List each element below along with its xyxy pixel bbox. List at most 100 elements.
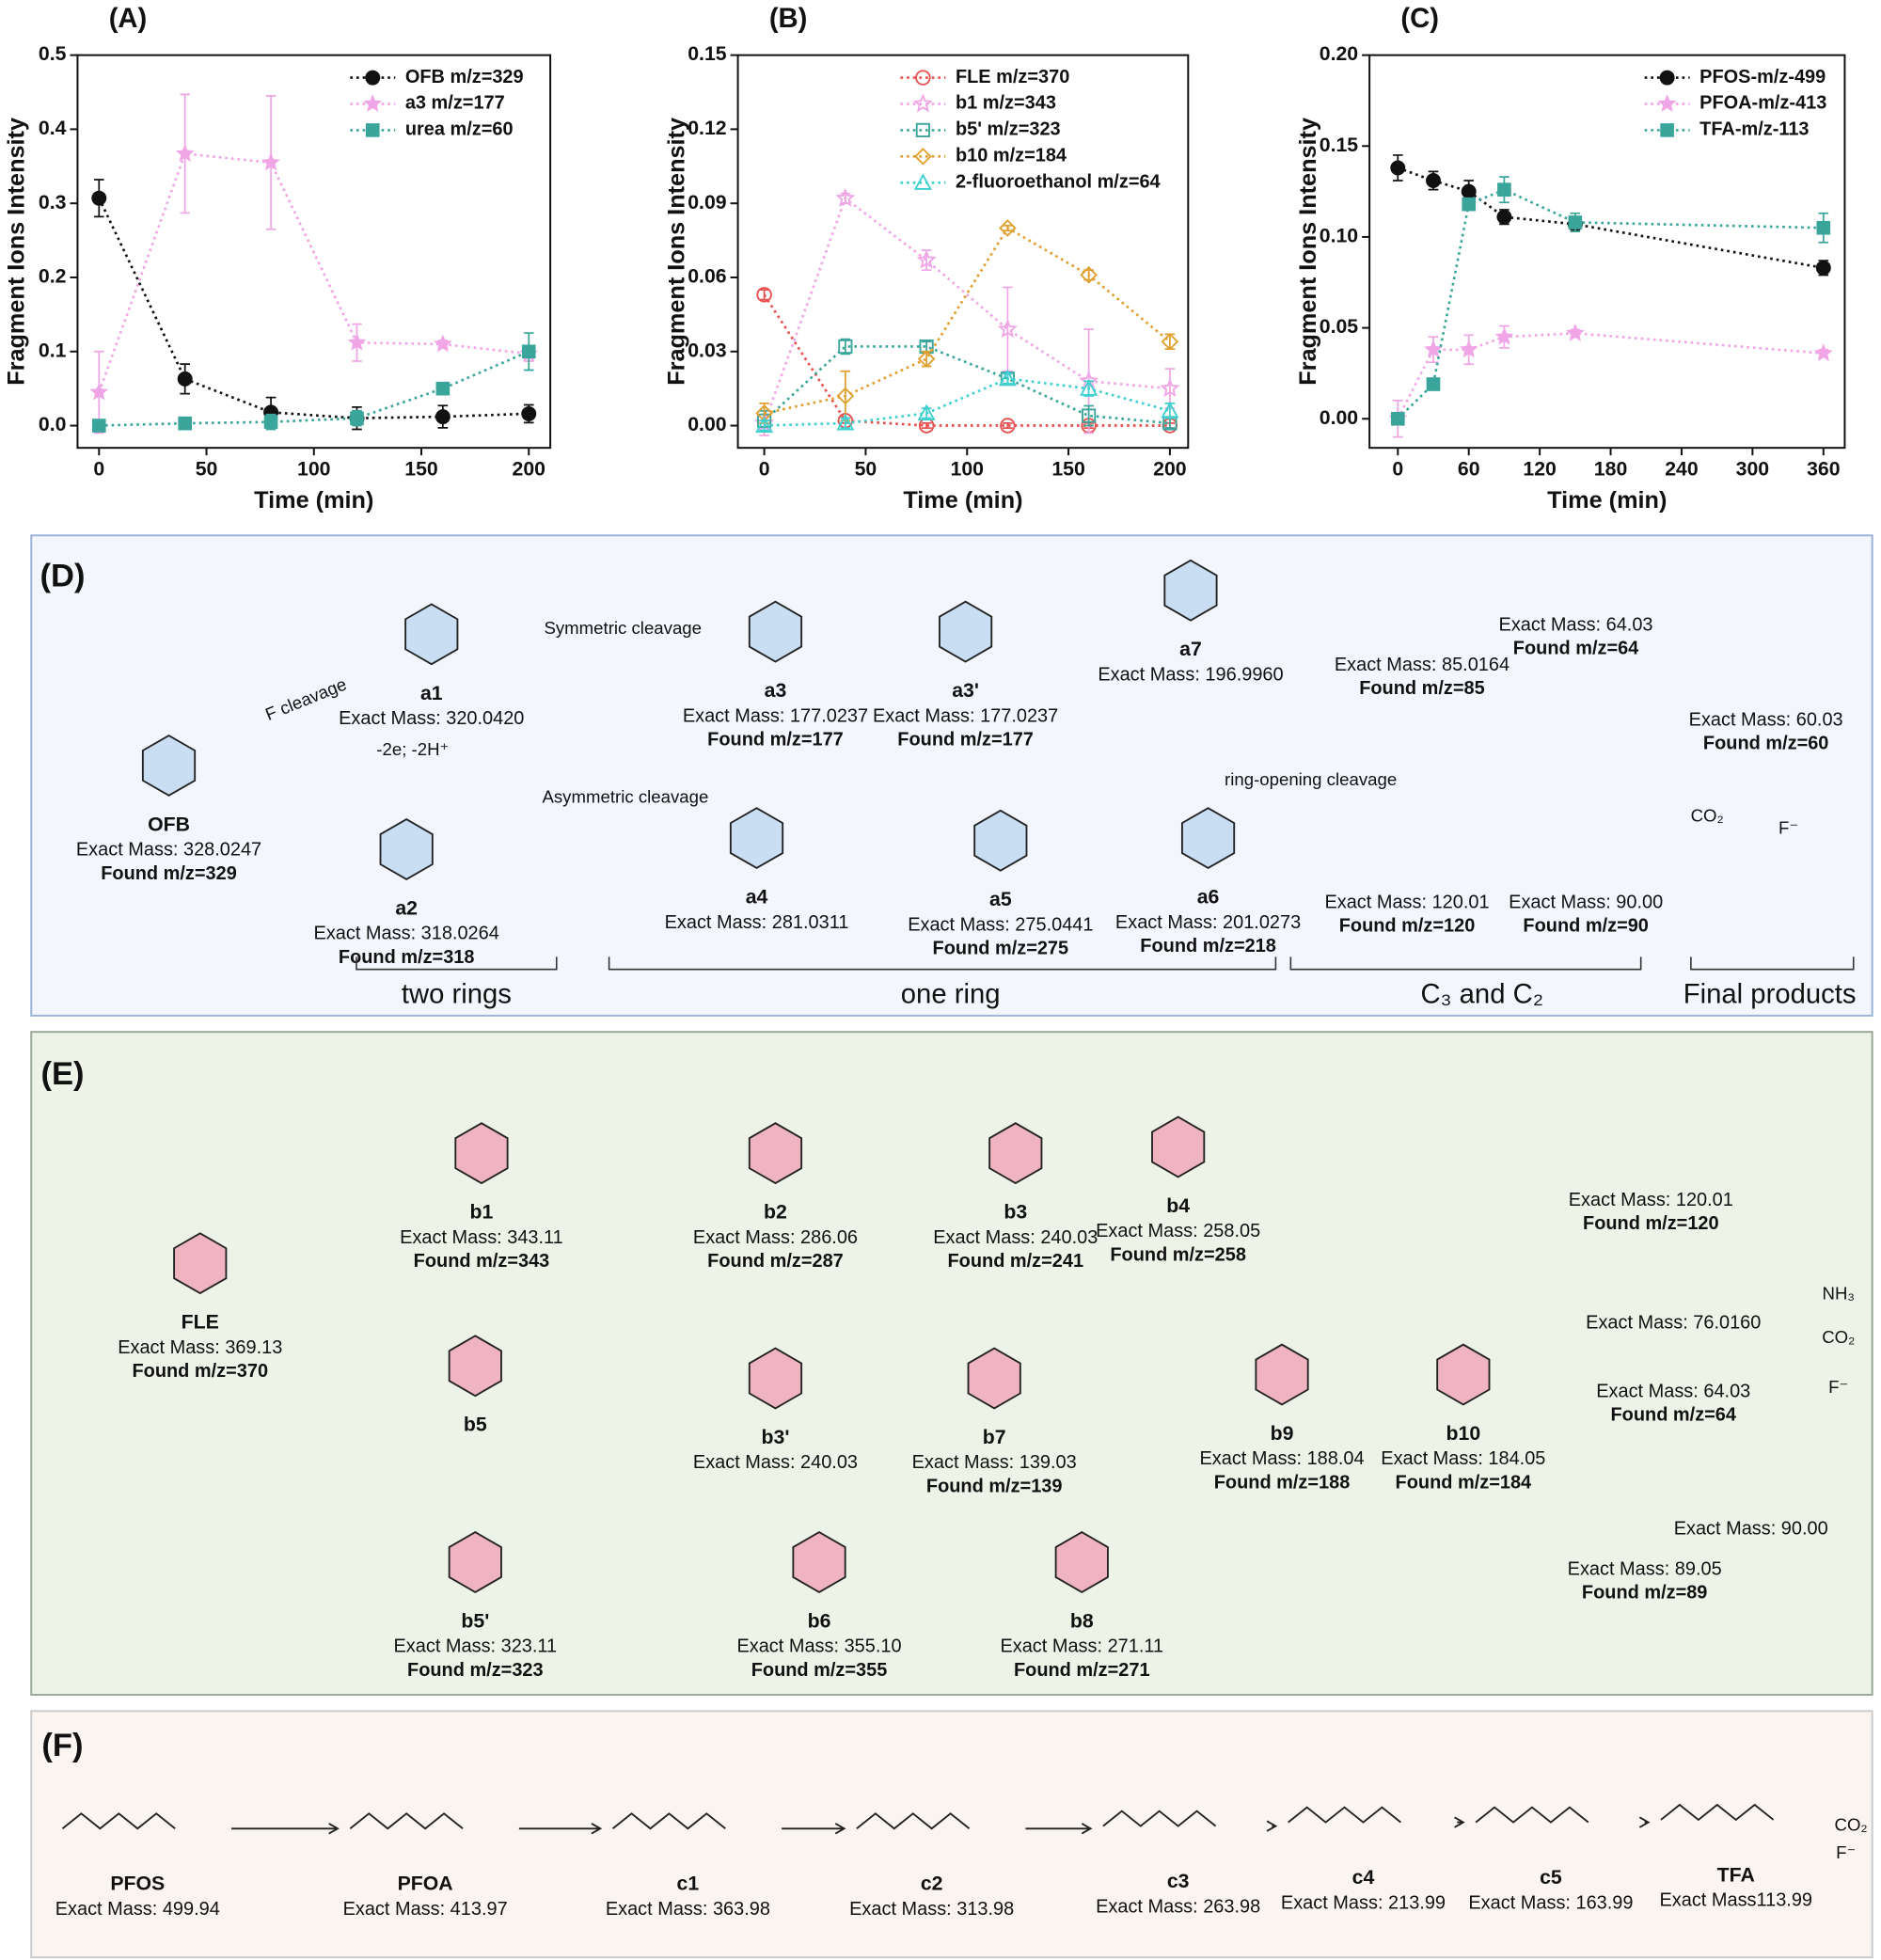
marker [997,319,1018,339]
y-tick-label: 0.12 [688,117,726,139]
carbon-chain [61,1812,176,1830]
compound-label: b8 [1070,1609,1094,1632]
panel-e-box [30,1031,1873,1696]
found-mz: Found m/z=271 [1014,1660,1150,1681]
structure-ring [1436,1343,1491,1406]
legend-label: OFB m/z=329 [405,67,524,87]
annotation: F⁻ [1828,1377,1848,1397]
marker [89,382,109,401]
found-mz: Found m/z=188 [1214,1473,1351,1494]
compound-label: c5 [1540,1866,1562,1889]
structure-ring [448,1531,502,1594]
series-line [98,151,530,393]
marker [1459,340,1478,358]
compound-label: PFOA [398,1873,453,1895]
exact-mass: Exact Mass: 201.0273 [1115,912,1301,933]
legend-marker [914,148,932,166]
found-mz: Found m/z=275 [933,939,1069,959]
exact-mass: Exact Mass113.99 [1659,1890,1812,1911]
x-tick-label: 60 [1458,458,1480,481]
marker [1815,260,1831,276]
series-line [763,345,1171,425]
panel-label: (D) [40,559,85,594]
carbon-chain [1102,1810,1217,1827]
marker [1426,377,1441,391]
exact-mass: Exact Mass: 369.13 [118,1337,282,1358]
marker [1161,401,1179,419]
found-mz: Found m/z=60 [1703,734,1828,754]
legend-marker [913,173,932,190]
legend-marker [365,123,380,137]
legend-label: urea m/z=60 [405,119,514,140]
found-mz: Found m/z=89 [1582,1583,1708,1604]
structure-ring [729,807,784,870]
annotation: Symmetric cleavage [544,618,702,638]
found-mz: Found m/z=85 [1359,678,1485,699]
x-tick-label: 300 [1736,458,1769,481]
legend-marker [1659,70,1675,86]
chart-title: (C) [1400,4,1439,34]
exact-mass: Exact Mass: 90.00 [1674,1519,1828,1540]
y-tick-label: 0.20 [1320,42,1358,65]
compound-label: a7 [1179,638,1202,660]
series-line [1397,188,1824,420]
exact-mass: Exact Mass: 163.99 [1468,1892,1633,1913]
compound-label: b4 [1166,1194,1190,1217]
series-line [1397,332,1824,419]
plot-frame [736,54,1190,450]
marker [91,190,107,206]
structure-ring [748,1347,803,1410]
carbon-chain [1475,1806,1589,1824]
compound-label: b5 [464,1414,487,1436]
structure-ring [988,1122,1043,1185]
found-mz: Found m/z=90 [1523,916,1649,937]
marker [756,287,772,303]
marker [1160,378,1180,398]
marker [350,411,364,425]
annotation: F⁻ [1836,1842,1856,1862]
exact-mass: Exact Mass: 120.01 [1324,892,1489,912]
found-mz: Found m/z=370 [132,1361,268,1382]
compound-label: c3 [1167,1870,1190,1892]
legend-label: a3 m/z=177 [405,93,505,114]
exact-mass: Exact Mass: 286.06 [693,1227,858,1248]
found-mz: Found m/z=177 [897,730,1034,751]
group-label: Final products [1683,979,1857,1009]
exact-mass: Exact Mass: 363.98 [606,1899,770,1920]
exact-mass: Exact Mass: 76.0160 [1586,1312,1761,1333]
y-tick-label: 0.00 [1320,406,1358,429]
y-tick-label: 0.2 [39,265,67,288]
y-axis-label: Fragment Ions Intensity [3,118,29,386]
arrow [1638,1816,1651,1828]
compound-label: a4 [746,886,768,909]
bracket [1289,956,1642,971]
x-tick-label: 100 [951,458,984,481]
found-mz: Found m/z=355 [751,1660,888,1681]
annotation: Asymmetric cleavage [542,786,708,806]
series-line [763,196,1171,424]
marker [838,339,853,355]
exact-mass: Exact Mass: 120.01 [1569,1190,1733,1210]
y-tick-label: 0.03 [688,339,727,361]
marker [836,413,855,431]
x-tick-label: 0 [759,458,770,481]
x-tick-label: 50 [855,458,877,481]
marker [433,334,452,353]
compound-label: b3' [762,1426,790,1448]
exact-mass: Exact Mass: 188.04 [1199,1448,1364,1469]
x-tick-label: 120 [1523,458,1556,481]
arrow [518,1823,603,1835]
series-line [98,198,530,419]
structure-ring [1054,1531,1109,1594]
marker [1080,379,1099,396]
legend-label: PFOS-m/z-499 [1699,67,1826,87]
y-tick-label: 0.10 [1320,225,1358,247]
error-bar [1003,372,1013,385]
y-tick-label: 0.15 [1320,134,1359,156]
annotation: CO₂ [1822,1327,1855,1347]
marker [1000,418,1016,434]
annotation: -2e; -2H⁺ [376,739,449,759]
marker [521,405,537,421]
legend-label: PFOA-m/z-413 [1699,93,1826,114]
x-tick-label: 100 [297,458,330,481]
